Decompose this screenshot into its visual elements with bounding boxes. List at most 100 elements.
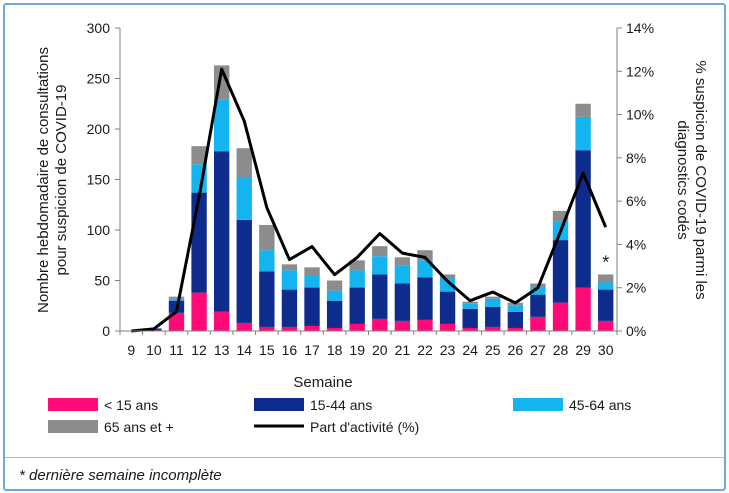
legend-label-15-44: 15-44 ans — [310, 397, 372, 413]
bar-week-15-series-1 — [259, 271, 275, 327]
y-tick-label-0: 0 — [102, 323, 110, 339]
legend-swatch-65-plus — [48, 420, 98, 433]
legend-swatch-45-64 — [513, 398, 563, 411]
bar-week-15-series-3 — [259, 224, 275, 251]
bar-week-26-series-1 — [507, 311, 524, 328]
y-axis-title-line-2: pour suspicion de COVID-19 — [53, 85, 70, 276]
bar-week-25-series-2 — [485, 298, 501, 307]
legend: < 15 ans 15-44 ans 45-64 ans 65 ans et +… — [48, 397, 631, 435]
bar-week-19-series-3 — [349, 260, 365, 271]
bar-week-17-series-1 — [304, 287, 320, 326]
bar-week-23-series-0 — [439, 323, 456, 331]
bar-week-23-series-3 — [439, 274, 456, 279]
bar-week-18-series-3 — [326, 280, 343, 291]
bar-week-23-series-2 — [439, 278, 456, 292]
x-tick-label-11: 11 — [169, 342, 184, 358]
bar-week-19-series-2 — [349, 270, 365, 288]
bar-week-28-series-0 — [552, 302, 569, 331]
bar-week-11-series-2 — [168, 298, 185, 301]
x-tick-label-19: 19 — [349, 342, 365, 358]
legend-swatch-under-15 — [48, 398, 98, 411]
y2-tick-label-1: 2% — [626, 280, 646, 296]
x-tick-label-25: 25 — [485, 342, 501, 358]
bar-week-20-series-1 — [372, 274, 388, 319]
bar-week-17-series-0 — [304, 325, 320, 331]
bar-week-11-series-0 — [168, 312, 185, 331]
y2-tick-label-6: 12% — [626, 63, 654, 79]
x-tick-label-14: 14 — [236, 342, 252, 358]
bar-week-15-series-2 — [259, 250, 275, 272]
bar-week-14-series-0 — [236, 322, 252, 331]
left-axis: 0 50 100 150 200 250 300 — [87, 20, 121, 339]
x-tick-label-18: 18 — [327, 342, 343, 358]
bar-week-16-series-3 — [281, 264, 298, 271]
y-tick-label-300: 300 — [87, 20, 111, 36]
y2-tick-label-2: 4% — [626, 236, 646, 252]
bar-week-30-series-3 — [598, 274, 614, 283]
footnote: * dernière semaine incomplète — [19, 467, 222, 484]
x-tick-label-20: 20 — [372, 342, 388, 358]
bar-week-16-series-0 — [281, 326, 298, 331]
x-tick-label-12: 12 — [191, 342, 207, 358]
bar-week-27-series-1 — [530, 294, 546, 317]
bar-week-24-series-2 — [462, 303, 478, 309]
bar-week-10-series-0 — [146, 329, 162, 331]
bar-week-18-series-0 — [326, 327, 343, 331]
y2-tick-label-5: 10% — [626, 107, 654, 123]
bar-week-17-series-2 — [304, 275, 320, 288]
bar-week-13-series-0 — [213, 311, 230, 331]
bar-week-14-series-2 — [236, 177, 252, 220]
bar-week-22-series-0 — [417, 319, 433, 331]
y-tick-label-50: 50 — [94, 273, 110, 289]
x-tick-label-24: 24 — [462, 342, 478, 358]
y-tick-label-250: 250 — [87, 71, 111, 87]
bar-week-30-series-0 — [598, 320, 614, 331]
legend-label-activity-line: Part d'activité (%) — [310, 419, 419, 435]
bar-week-22-series-3 — [417, 250, 433, 261]
x-tick-label-22: 22 — [417, 342, 433, 358]
bar-week-16-series-2 — [281, 270, 298, 290]
x-tick-label-26: 26 — [508, 342, 524, 358]
bar-week-12-series-0 — [191, 292, 207, 331]
bar-week-19-series-0 — [349, 323, 365, 331]
bar-week-14-series-1 — [236, 219, 252, 323]
bar-week-26-series-2 — [507, 305, 524, 312]
x-tick-label-29: 29 — [575, 342, 591, 358]
x-tick-label-21: 21 — [395, 342, 411, 358]
x-tick-label-17: 17 — [304, 342, 320, 358]
x-tick-label-28: 28 — [553, 342, 569, 358]
x-tick-label-15: 15 — [259, 342, 275, 358]
bar-week-21-series-3 — [394, 257, 411, 266]
y-tick-label-200: 200 — [87, 121, 111, 137]
bar-week-18-series-1 — [326, 300, 343, 328]
right-axis: 0% 2% 4% 6% 8% 10% 12% 14% — [616, 20, 654, 339]
y2-tick-label-0: 0% — [626, 323, 646, 339]
x-tick-label-23: 23 — [440, 342, 456, 358]
bar-week-27-series-2 — [530, 286, 546, 295]
bar-week-14-series-3 — [236, 148, 252, 178]
bar-week-21-series-0 — [394, 320, 411, 331]
bar-week-19-series-1 — [349, 287, 365, 324]
x-tick-label-27: 27 — [530, 342, 546, 358]
y-axis-title-line-1: Nombre hebdomadaire de consultations — [35, 47, 52, 313]
bar-week-12-series-3 — [191, 146, 207, 165]
bar-week-26-series-0 — [507, 327, 524, 331]
bar-week-30-series-1 — [598, 289, 614, 321]
bar-week-28-series-1 — [552, 240, 569, 303]
bar-week-13-series-2 — [213, 99, 230, 152]
x-tick-label-13: 13 — [214, 342, 230, 358]
bar-week-21-series-2 — [394, 265, 411, 284]
bar-week-20-series-3 — [372, 246, 388, 257]
bar-week-29-series-3 — [575, 103, 591, 117]
y2-axis-title-line-1: % suspicion de COVID-19 parmi les — [692, 60, 709, 299]
x-tick-label-16: 16 — [282, 342, 298, 358]
bar-week-11-series-3 — [168, 296, 185, 299]
bar-week-25-series-0 — [485, 326, 501, 331]
bar-week-28-series-3 — [552, 210, 569, 222]
bar-week-24-series-1 — [462, 308, 478, 328]
bar-week-16-series-1 — [281, 289, 298, 327]
y2-tick-label-4: 8% — [626, 150, 646, 166]
bar-week-29-series-0 — [575, 287, 591, 331]
plot-area: * — [131, 65, 614, 333]
